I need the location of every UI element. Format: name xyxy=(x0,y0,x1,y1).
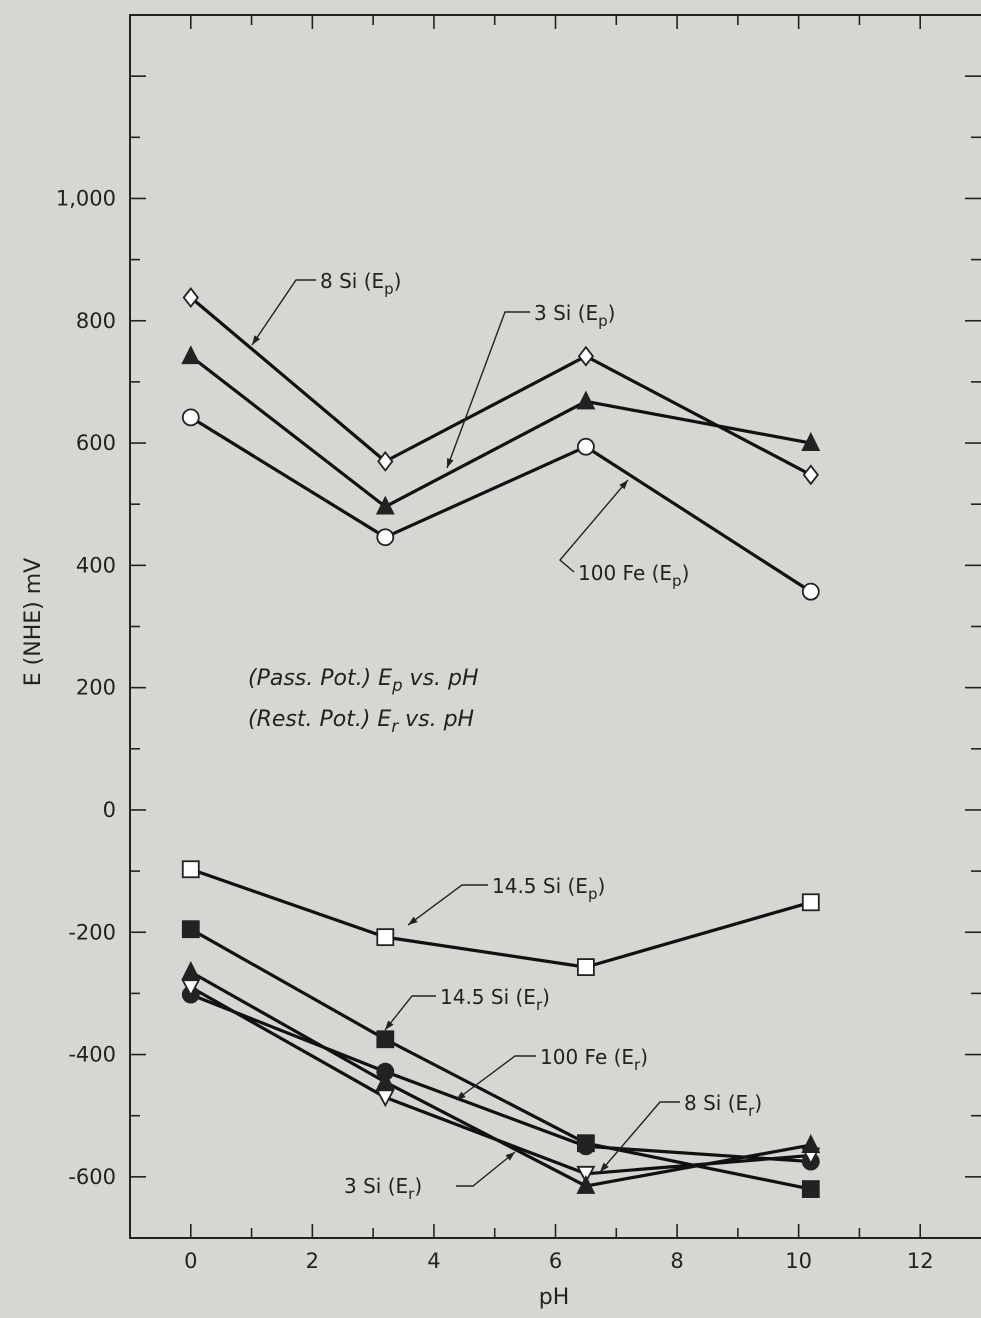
annotation-label-3: 14.5 Si (Ep) xyxy=(492,874,605,903)
data-point-series-6 xyxy=(375,1089,395,1108)
data-point-series-0 xyxy=(802,464,819,486)
data-point-series-3 xyxy=(376,928,395,947)
annotation-leader-7 xyxy=(456,1151,516,1187)
x-tick-label: 4 xyxy=(427,1249,440,1273)
data-point-series-3 xyxy=(576,958,595,977)
data-point-series-2 xyxy=(376,528,395,547)
y-tick-label: -600 xyxy=(68,1165,116,1189)
note-rest-pot: (Rest. Pot.) Er vs. pH xyxy=(248,707,474,736)
series-line-2 xyxy=(189,416,812,593)
series-line-4 xyxy=(189,927,812,1191)
annotation-leader-5 xyxy=(455,1055,536,1101)
x-tick-label: 2 xyxy=(306,1249,319,1273)
data-point-series-3 xyxy=(181,860,200,879)
annotation-label-6: 8 Si (Er) xyxy=(684,1091,762,1120)
series-line-1 xyxy=(189,354,812,509)
x-tick-label: 6 xyxy=(549,1249,562,1273)
annotation-leader-1 xyxy=(446,311,530,469)
x-tick-label: 12 xyxy=(907,1249,934,1273)
annotation-arrowhead-3 xyxy=(408,916,418,925)
data-point-series-3 xyxy=(801,893,820,912)
annotation-arrowhead-5 xyxy=(456,1091,466,1100)
data-point-series-4 xyxy=(801,1180,820,1198)
data-point-series-1 xyxy=(375,495,395,515)
data-point-series-7 xyxy=(181,960,201,980)
series-line-7 xyxy=(189,970,812,1188)
data-point-series-7 xyxy=(801,1134,821,1153)
y-tick-label: -400 xyxy=(68,1043,116,1067)
data-point-series-0 xyxy=(377,450,394,472)
data-point-series-2 xyxy=(181,408,200,427)
note-pass-pot: (Pass. Pot.) Ep vs. pH xyxy=(248,666,479,695)
data-point-series-7 xyxy=(375,1071,395,1090)
series-line-5 xyxy=(190,993,811,1164)
data-point-series-5 xyxy=(576,1137,595,1156)
y-tick-label: -200 xyxy=(68,920,116,944)
series-line-0 xyxy=(189,296,812,477)
annotation-arrowhead-1 xyxy=(447,458,454,468)
x-tick-label: 0 xyxy=(184,1249,197,1273)
x-axis-title: pH xyxy=(539,1285,570,1310)
annotation-arrowhead-2 xyxy=(619,480,628,490)
annotation-label-2: 100 Fe (Ep) xyxy=(578,561,689,590)
annotation-leader-3 xyxy=(407,884,488,926)
data-point-series-1 xyxy=(801,432,821,451)
annotation-arrowhead-0 xyxy=(252,335,261,345)
data-point-series-1 xyxy=(181,345,201,365)
annotation-leader-4 xyxy=(384,995,436,1031)
y-tick-label: 800 xyxy=(76,309,116,333)
x-tick-label: 10 xyxy=(785,1249,812,1273)
y-axis-title: E (NHE) mV xyxy=(21,558,46,686)
annotation-leader-2 xyxy=(559,479,629,573)
y-tick-label: 200 xyxy=(76,676,116,700)
annotation-label-7: 3 Si (Er) xyxy=(344,1174,422,1203)
data-point-series-7 xyxy=(576,1175,596,1194)
annotation-leader-6 xyxy=(599,1101,680,1173)
data-point-series-4 xyxy=(376,1030,395,1049)
data-point-series-2 xyxy=(801,582,820,601)
annotation-label-4: 14.5 Si (Er) xyxy=(440,985,550,1014)
annotation-arrowhead-4 xyxy=(385,1020,394,1030)
annotation-arrowhead-6 xyxy=(600,1162,609,1172)
annotation-arrowhead-7 xyxy=(505,1152,515,1161)
data-point-series-2 xyxy=(576,437,595,456)
y-tick-label: 0 xyxy=(103,798,116,822)
data-point-series-0 xyxy=(577,345,595,367)
annotation-label-5: 100 Fe (Er) xyxy=(540,1045,648,1074)
series-line-3 xyxy=(190,867,812,969)
data-point-series-4 xyxy=(181,920,200,939)
y-tick-label: 400 xyxy=(76,553,116,577)
data-point-series-0 xyxy=(182,287,199,308)
annotation-label-1: 3 Si (Ep) xyxy=(534,301,615,330)
data-point-series-6 xyxy=(576,1165,596,1184)
annotation-leader-0 xyxy=(251,279,316,346)
x-tick-label: 8 xyxy=(670,1249,683,1273)
y-tick-label: 600 xyxy=(76,431,116,455)
series-line-6 xyxy=(189,985,811,1176)
annotation-label-0: 8 Si (Ep) xyxy=(320,269,401,298)
y-tick-label: 1,000 xyxy=(56,186,116,210)
data-point-series-1 xyxy=(576,390,596,410)
data-point-series-6 xyxy=(181,979,201,998)
